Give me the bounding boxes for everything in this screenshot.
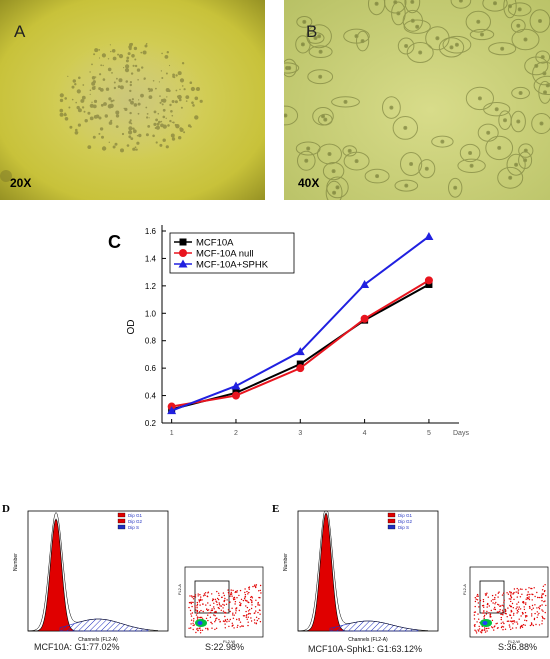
flow-legend-swatch: [387, 524, 396, 530]
histogram-x-label: Channels (FL2-A): [78, 637, 118, 643]
scatter-plot-d: FL2-W FL2-A: [177, 566, 264, 644]
flow-legend-swatch: [387, 512, 396, 518]
flow-legend-label: Dip S: [398, 525, 409, 530]
panel-e-letter: E: [272, 503, 280, 515]
x-tick-label: 1: [170, 430, 174, 437]
s-phase-area: [329, 620, 419, 632]
panel-b-magnification: 40X: [298, 176, 320, 190]
legend-label: MCF-10A null: [196, 249, 254, 260]
y-axis-label: OD: [126, 320, 137, 335]
data-point: [360, 314, 369, 323]
g1-peak: [298, 512, 353, 632]
caption-s-e: S:36.88%: [498, 642, 538, 652]
flow-legend-swatch: [117, 512, 126, 518]
panel-a-letter: A: [14, 22, 26, 41]
flow-legend-swatch: [387, 518, 396, 524]
growth-line-chart: 0.2 0.4 0.6 0.8 1.0 1.2 1.4 1.6 1 2 3 4 5 OD Days MCF10…: [126, 225, 469, 437]
y-tick-label: 1.6: [145, 227, 157, 236]
caption-s-d: S:22.98%: [205, 642, 245, 652]
fit-curve: [27, 511, 159, 632]
panel-b-letter: B: [306, 22, 318, 41]
data-point: [424, 231, 434, 240]
flow-legend-swatch: [117, 524, 126, 530]
y-tick-label: 0.4: [145, 392, 157, 401]
micrograph-b-image: [284, 0, 550, 200]
density-core: [482, 621, 488, 625]
g1-peak: [28, 518, 83, 632]
flow-legend-label: Dip G1: [128, 513, 143, 518]
x-tick-label: 5: [427, 430, 431, 437]
scatter-y-label: FL2-A: [177, 584, 182, 595]
histogram-x-label: Channels (FL2-A): [348, 637, 388, 643]
data-point: [167, 406, 177, 415]
scatter-x-label: FL2-W: [223, 639, 235, 644]
micrograph-b: B 40X: [284, 0, 550, 200]
scatter-x-label: FL2-W: [508, 639, 520, 644]
panel-a-magnification: 20X: [10, 176, 32, 190]
legend-marker: [179, 249, 187, 257]
data-point: [231, 391, 240, 400]
caption-g1-e: MCF10A-Sphk1: G1:63.12%: [308, 644, 423, 654]
x-tick-label: 2: [234, 430, 238, 437]
histogram-y-label: Number: [13, 553, 19, 571]
data-point: [360, 279, 370, 288]
flow-panel-d: D Number Channels (FL2-A) Dip G1 Dip G2 Dip …: [0, 495, 270, 659]
caption-g1-d: MCF10A: G1:77.02%: [34, 642, 120, 652]
y-tick-label: 0.8: [145, 337, 157, 346]
data-point: [231, 381, 241, 390]
legend-marker: [179, 238, 187, 246]
flow-panel-e: E Number Channels (FL2-A) Dip G1 Dip G2 Dip …: [270, 495, 550, 659]
y-tick-label: 1.2: [145, 282, 157, 291]
data-point: [296, 360, 304, 368]
gate-box: [479, 580, 505, 614]
micrograph-a: A 20X: [0, 0, 265, 200]
y-tick-label: 1.0: [145, 309, 157, 318]
x-axis-label: Days: [453, 430, 469, 437]
panel-c-letter: C: [108, 232, 121, 252]
series-line-1: [171, 279, 430, 408]
data-point: [295, 347, 305, 356]
micrograph-a-image: [0, 0, 265, 200]
fit-curve: [297, 510, 429, 632]
panel-d-letter: D: [2, 503, 10, 515]
data-point: [425, 280, 433, 288]
x-tick-label: 4: [363, 430, 367, 437]
y-tick-label: 0.2: [145, 419, 157, 428]
y-tick-label: 0.6: [145, 364, 157, 373]
data-point: [424, 276, 433, 285]
legend-label: MCF10A: [196, 238, 234, 249]
flow-legend-label: Dip G1: [398, 513, 413, 518]
density-core: [197, 621, 203, 625]
histogram-y-label: Number: [283, 553, 289, 571]
scatter-plot-e: FL2-W FL2-A: [462, 566, 549, 644]
legend-label: MCF-10A+SPHK: [196, 260, 269, 271]
flow-legend-label: Dip G2: [398, 519, 413, 524]
flow-legend-label: Dip S: [128, 525, 139, 530]
y-tick-label: 1.4: [145, 254, 157, 263]
data-point: [296, 364, 305, 373]
flow-legend-swatch: [117, 518, 126, 524]
x-tick-label: 3: [298, 430, 302, 437]
legend-marker: [178, 259, 188, 268]
flow-legend-label: Dip G2: [128, 519, 143, 524]
scatter-y-label: FL2-A: [462, 584, 467, 595]
s-phase-area: [59, 618, 149, 632]
